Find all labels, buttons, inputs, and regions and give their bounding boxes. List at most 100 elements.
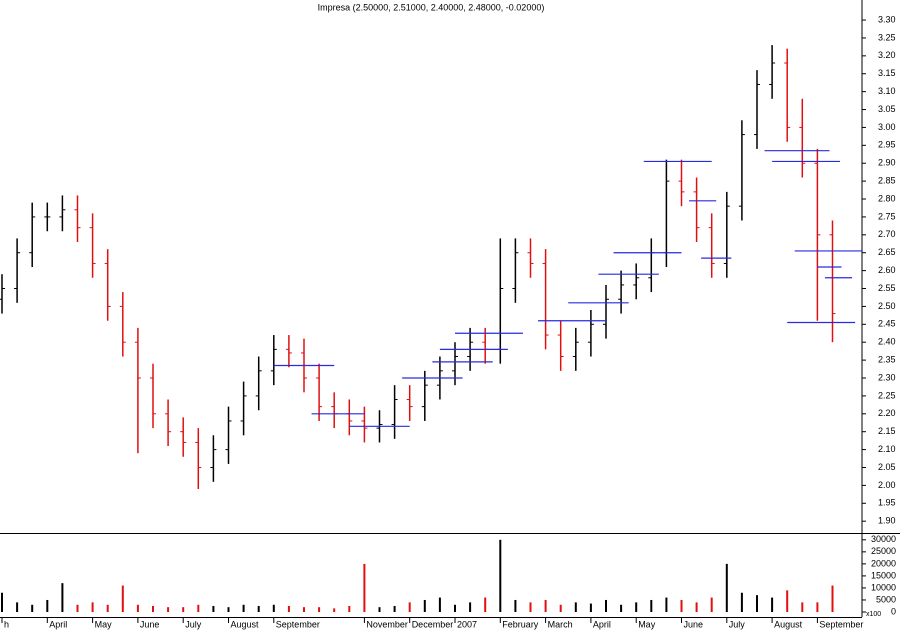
y-tick-label: 3.10	[878, 86, 896, 96]
x-tick-label: 2007	[457, 619, 477, 629]
volume-bar	[740, 592, 743, 612]
y-tick-label: 2.70	[878, 229, 896, 239]
x-tick-label: May	[95, 619, 113, 629]
x-tick-label: May	[638, 619, 656, 629]
y-tick-label: 2.20	[878, 408, 896, 418]
x-tick-label: h	[4, 619, 9, 629]
volume-bar	[76, 604, 79, 612]
x-tick-label: June	[684, 619, 704, 629]
volume-bar	[287, 605, 290, 612]
volume-tick-label: 25000	[871, 546, 896, 556]
x-tick-label: April	[593, 619, 611, 629]
x-tick-label: February	[502, 619, 539, 629]
volume-bar	[438, 597, 441, 612]
chart-title: Impresa (2.50000, 2.51000, 2.40000, 2.48…	[318, 2, 545, 12]
y-tick-label: 3.15	[878, 68, 896, 78]
y-tick-label: 1.90	[878, 516, 896, 526]
volume-bar	[393, 605, 396, 612]
volume-bar	[695, 602, 698, 612]
y-tick-label: 3.20	[878, 50, 896, 60]
volume-bar	[212, 605, 215, 612]
volume-bar	[91, 602, 94, 612]
x-tick-label: April	[49, 619, 67, 629]
x-tick-label: August	[231, 619, 260, 629]
volume-bar	[710, 597, 713, 612]
volume-bar	[378, 607, 381, 612]
volume-unit: x100	[866, 611, 881, 618]
volume-tick-label: 10000	[871, 582, 896, 592]
y-tick-label: 2.75	[878, 211, 896, 221]
volume-bar	[16, 602, 19, 612]
volume-bar	[227, 607, 230, 612]
x-tick-label: July	[729, 619, 746, 629]
volume-tick-label: 0	[891, 606, 896, 616]
volume-bar	[303, 607, 305, 612]
y-tick-label: 2.15	[878, 426, 896, 436]
volume-bar	[348, 605, 351, 612]
x-tick-label: September	[276, 619, 320, 629]
volume-bar	[620, 604, 623, 612]
volume-bar	[756, 595, 758, 612]
y-tick-label: 3.05	[878, 104, 896, 114]
volume-bar	[136, 604, 139, 612]
volume-bar	[589, 603, 592, 612]
y-tick-label: 2.40	[878, 337, 896, 347]
y-tick-label: 2.65	[878, 247, 896, 257]
volume-bar	[363, 563, 366, 612]
volume-bar	[484, 597, 487, 612]
volume-tick-label: 15000	[871, 570, 896, 580]
volume-bar	[650, 599, 653, 612]
volume-bar	[106, 604, 109, 612]
y-tick-label: 2.95	[878, 140, 896, 150]
x-tick-label: June	[140, 619, 160, 629]
volume-bar	[771, 597, 774, 612]
volume-tick-label: 20000	[871, 558, 896, 568]
volume-bar	[167, 607, 170, 612]
volume-bar	[816, 602, 819, 612]
volume-bar	[831, 585, 834, 612]
y-tick-label: 2.50	[878, 301, 896, 311]
volume-bar	[665, 597, 668, 612]
volume-bar	[408, 602, 411, 612]
volume-bar	[469, 602, 472, 612]
x-tick-label: August	[774, 619, 803, 629]
volume-bar	[544, 599, 547, 612]
y-tick-label: 2.00	[878, 480, 896, 490]
y-tick-label: 3.25	[878, 32, 896, 42]
y-tick-label: 2.10	[878, 444, 896, 454]
volume-bar	[197, 604, 200, 612]
volume-bar	[499, 539, 502, 612]
x-tick-label: September	[819, 619, 863, 629]
y-tick-label: 2.60	[878, 265, 896, 275]
y-tick-label: 2.05	[878, 462, 896, 472]
volume-tick-label: 5000	[876, 594, 896, 604]
volume-bar	[121, 585, 124, 612]
y-tick-label: 2.90	[878, 158, 896, 168]
volume-bar	[680, 599, 683, 612]
y-tick-label: 2.85	[878, 176, 896, 186]
volume-bar	[574, 602, 577, 612]
volume-bar	[182, 607, 185, 612]
volume-bar	[786, 590, 789, 612]
volume-bar	[605, 599, 607, 612]
volume-bar	[333, 608, 336, 612]
volume-bar	[242, 604, 245, 612]
volume-bar	[454, 604, 456, 612]
volume-bar	[1, 592, 3, 612]
y-tick-label: 2.45	[878, 319, 896, 329]
x-tick-label: March	[548, 619, 573, 629]
volume-bar	[514, 599, 517, 612]
volume-bar	[801, 602, 804, 612]
volume-bar	[725, 563, 728, 612]
x-tick-label: November	[366, 619, 408, 629]
y-tick-label: 3.30	[878, 14, 896, 24]
y-tick-label: 2.55	[878, 283, 896, 293]
volume-bar	[318, 607, 321, 612]
x-tick-label: July	[185, 619, 202, 629]
y-tick-label: 2.30	[878, 372, 896, 382]
volume-tick-label: 30000	[871, 534, 896, 544]
y-tick-label: 2.25	[878, 390, 896, 400]
